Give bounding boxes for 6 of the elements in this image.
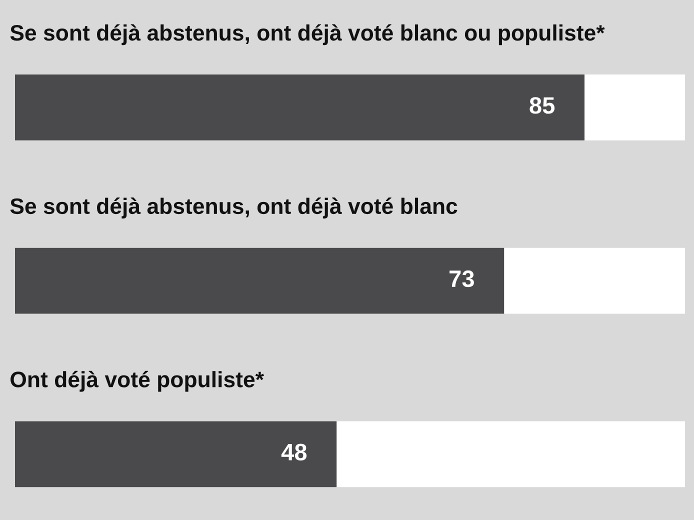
data-label: 73 (450, 270, 474, 288)
data-label: 48 (281, 444, 307, 460)
y-tick-label: Ont déjà voté populiste* (10, 370, 264, 392)
y-tick-label: Se sont déjà abstenus, ont déjà voté blanc (10, 198, 458, 218)
data-label: 85 (530, 97, 555, 114)
y-tick-label: Se sont déjà abstenus, ont déjà voté blanc ou populiste* (10, 24, 605, 46)
